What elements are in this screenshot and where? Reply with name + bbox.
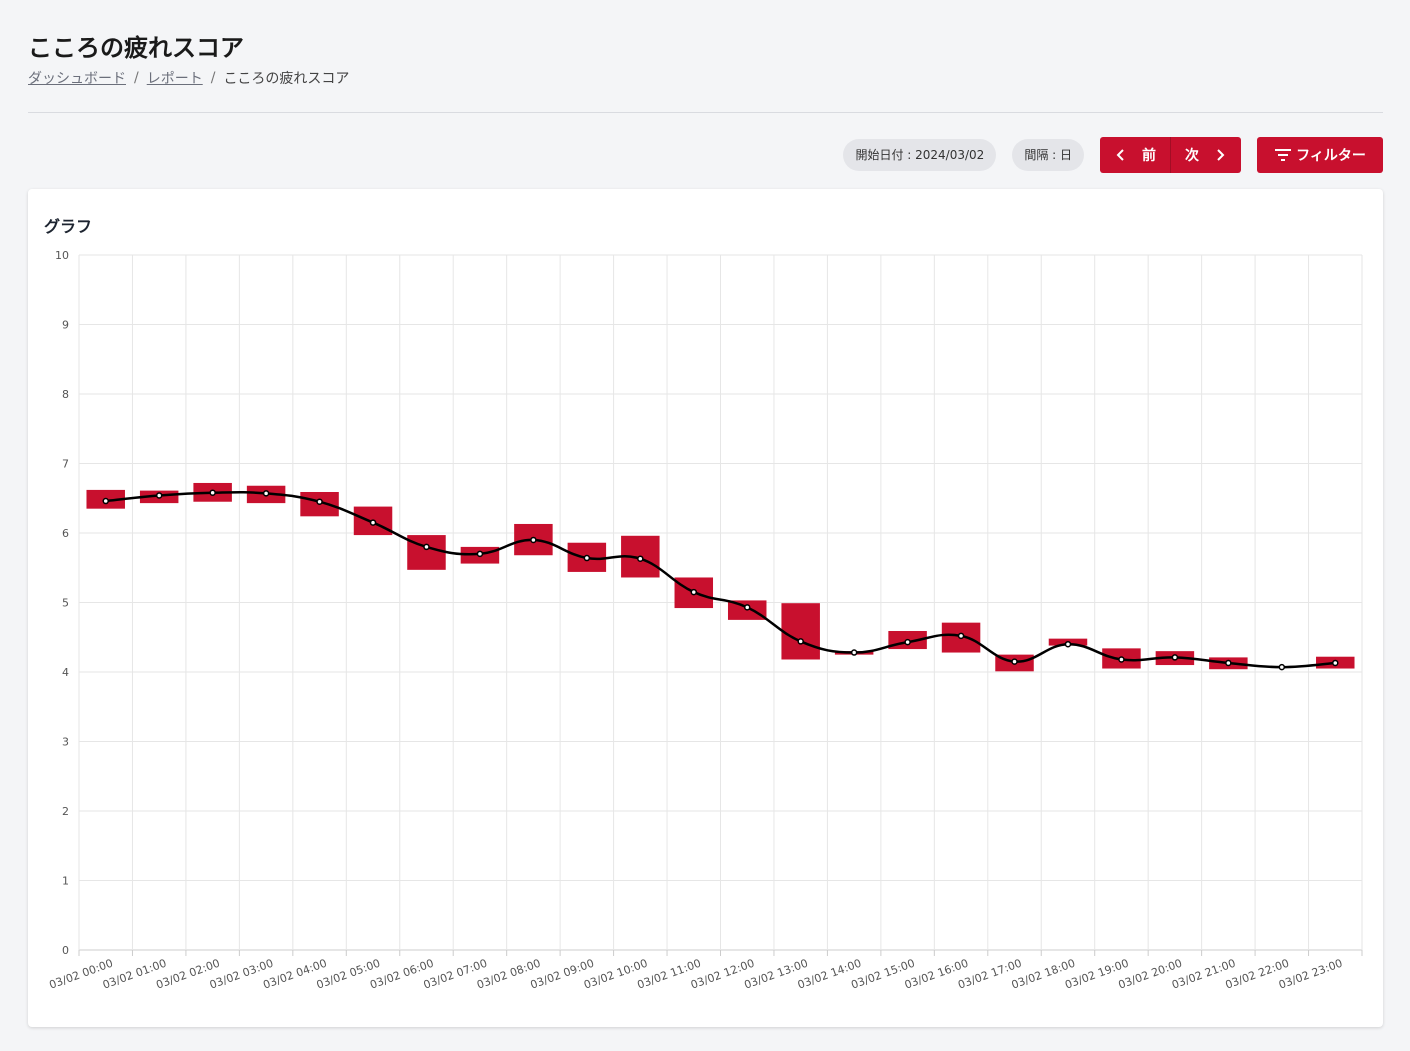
y-tick-label: 1 xyxy=(62,875,69,888)
range-bar xyxy=(407,535,446,570)
filter-button[interactable]: フィルター xyxy=(1257,137,1383,173)
breadcrumb-current: こころの疲れスコア xyxy=(223,71,350,87)
line-point xyxy=(957,632,965,640)
line-point xyxy=(1011,658,1018,665)
line-point xyxy=(209,489,216,496)
line-point xyxy=(102,497,109,505)
breadcrumb-link-report[interactable]: レポート xyxy=(146,71,203,87)
y-tick-label: 2 xyxy=(62,805,69,818)
page-title: こころの疲れスコア xyxy=(28,34,244,62)
breadcrumb-separator: / xyxy=(134,70,139,86)
line-point xyxy=(850,649,858,656)
line-point xyxy=(743,604,751,611)
line-point xyxy=(690,588,698,596)
line-point xyxy=(423,543,430,551)
start-date-chip[interactable]: 開始日付 : 2024/03/02 xyxy=(843,139,997,171)
chart-card: グラフ 0 1 2 3 4 5 6 7 8 9 10 03/02 00:00 03/02 01:00 03… xyxy=(28,189,1383,1027)
chevron-right-icon xyxy=(1213,148,1227,162)
line-point xyxy=(316,498,323,505)
prev-label: 前 xyxy=(1142,148,1156,164)
y-tick-label: 7 xyxy=(62,458,69,471)
line-point xyxy=(1118,656,1125,663)
line-point xyxy=(904,638,911,646)
line-point xyxy=(1332,659,1339,667)
filter-label: フィルター xyxy=(1296,148,1366,164)
header-divider xyxy=(28,112,1383,113)
y-tick-label: 10 xyxy=(55,249,69,262)
line-point xyxy=(1278,663,1286,671)
period-nav: 前 次 xyxy=(1100,137,1241,173)
breadcrumb: ダッシュボード / レポート / こころの疲れスコア xyxy=(28,68,349,88)
line-point xyxy=(1171,654,1179,661)
range-bar xyxy=(781,603,820,660)
y-tick-label: 0 xyxy=(62,944,69,957)
line-point xyxy=(583,554,591,562)
line-point xyxy=(155,492,163,499)
line-point xyxy=(476,550,484,558)
y-tick-label: 4 xyxy=(62,666,69,679)
line-point xyxy=(797,638,804,645)
chevron-left-icon xyxy=(1114,148,1128,162)
line-point xyxy=(530,536,537,544)
line-point xyxy=(637,555,644,562)
y-tick-label: 5 xyxy=(62,597,69,610)
chart-card-title: グラフ xyxy=(44,217,93,236)
line-point xyxy=(1064,640,1072,648)
toolbar: 開始日付 : 2024/03/02 間隔 : 日 前 次 フィルター xyxy=(843,137,1383,173)
interval-chip[interactable]: 間隔 : 日 xyxy=(1012,139,1084,171)
y-tick-label: 8 xyxy=(62,388,69,401)
filter-icon xyxy=(1274,148,1296,162)
breadcrumb-separator: / xyxy=(210,70,216,86)
line-point xyxy=(1225,659,1232,667)
y-tick-label: 6 xyxy=(62,527,69,540)
line-point xyxy=(262,490,270,497)
y-tick-label: 3 xyxy=(62,736,69,749)
prev-button[interactable]: 前 xyxy=(1100,137,1170,173)
breadcrumb-link-dashboard[interactable]: ダッシュボード xyxy=(28,71,126,87)
line-point xyxy=(369,519,377,526)
next-button[interactable]: 次 xyxy=(1170,137,1241,173)
next-label: 次 xyxy=(1185,148,1199,164)
y-tick-label: 9 xyxy=(62,319,69,332)
